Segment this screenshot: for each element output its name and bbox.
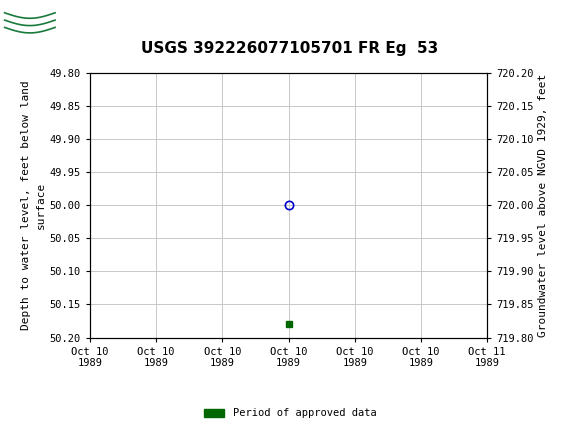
Bar: [3, 3, 58, 34]
Y-axis label: Groundwater level above NGVD 1929, feet: Groundwater level above NGVD 1929, feet: [538, 74, 548, 337]
Text: USGS: USGS: [67, 9, 122, 27]
Y-axis label: Depth to water level, feet below land
surface: Depth to water level, feet below land su…: [21, 80, 45, 330]
Text: USGS 392226077105701 FR Eg  53: USGS 392226077105701 FR Eg 53: [142, 41, 438, 56]
Legend: Period of approved data: Period of approved data: [200, 404, 380, 423]
